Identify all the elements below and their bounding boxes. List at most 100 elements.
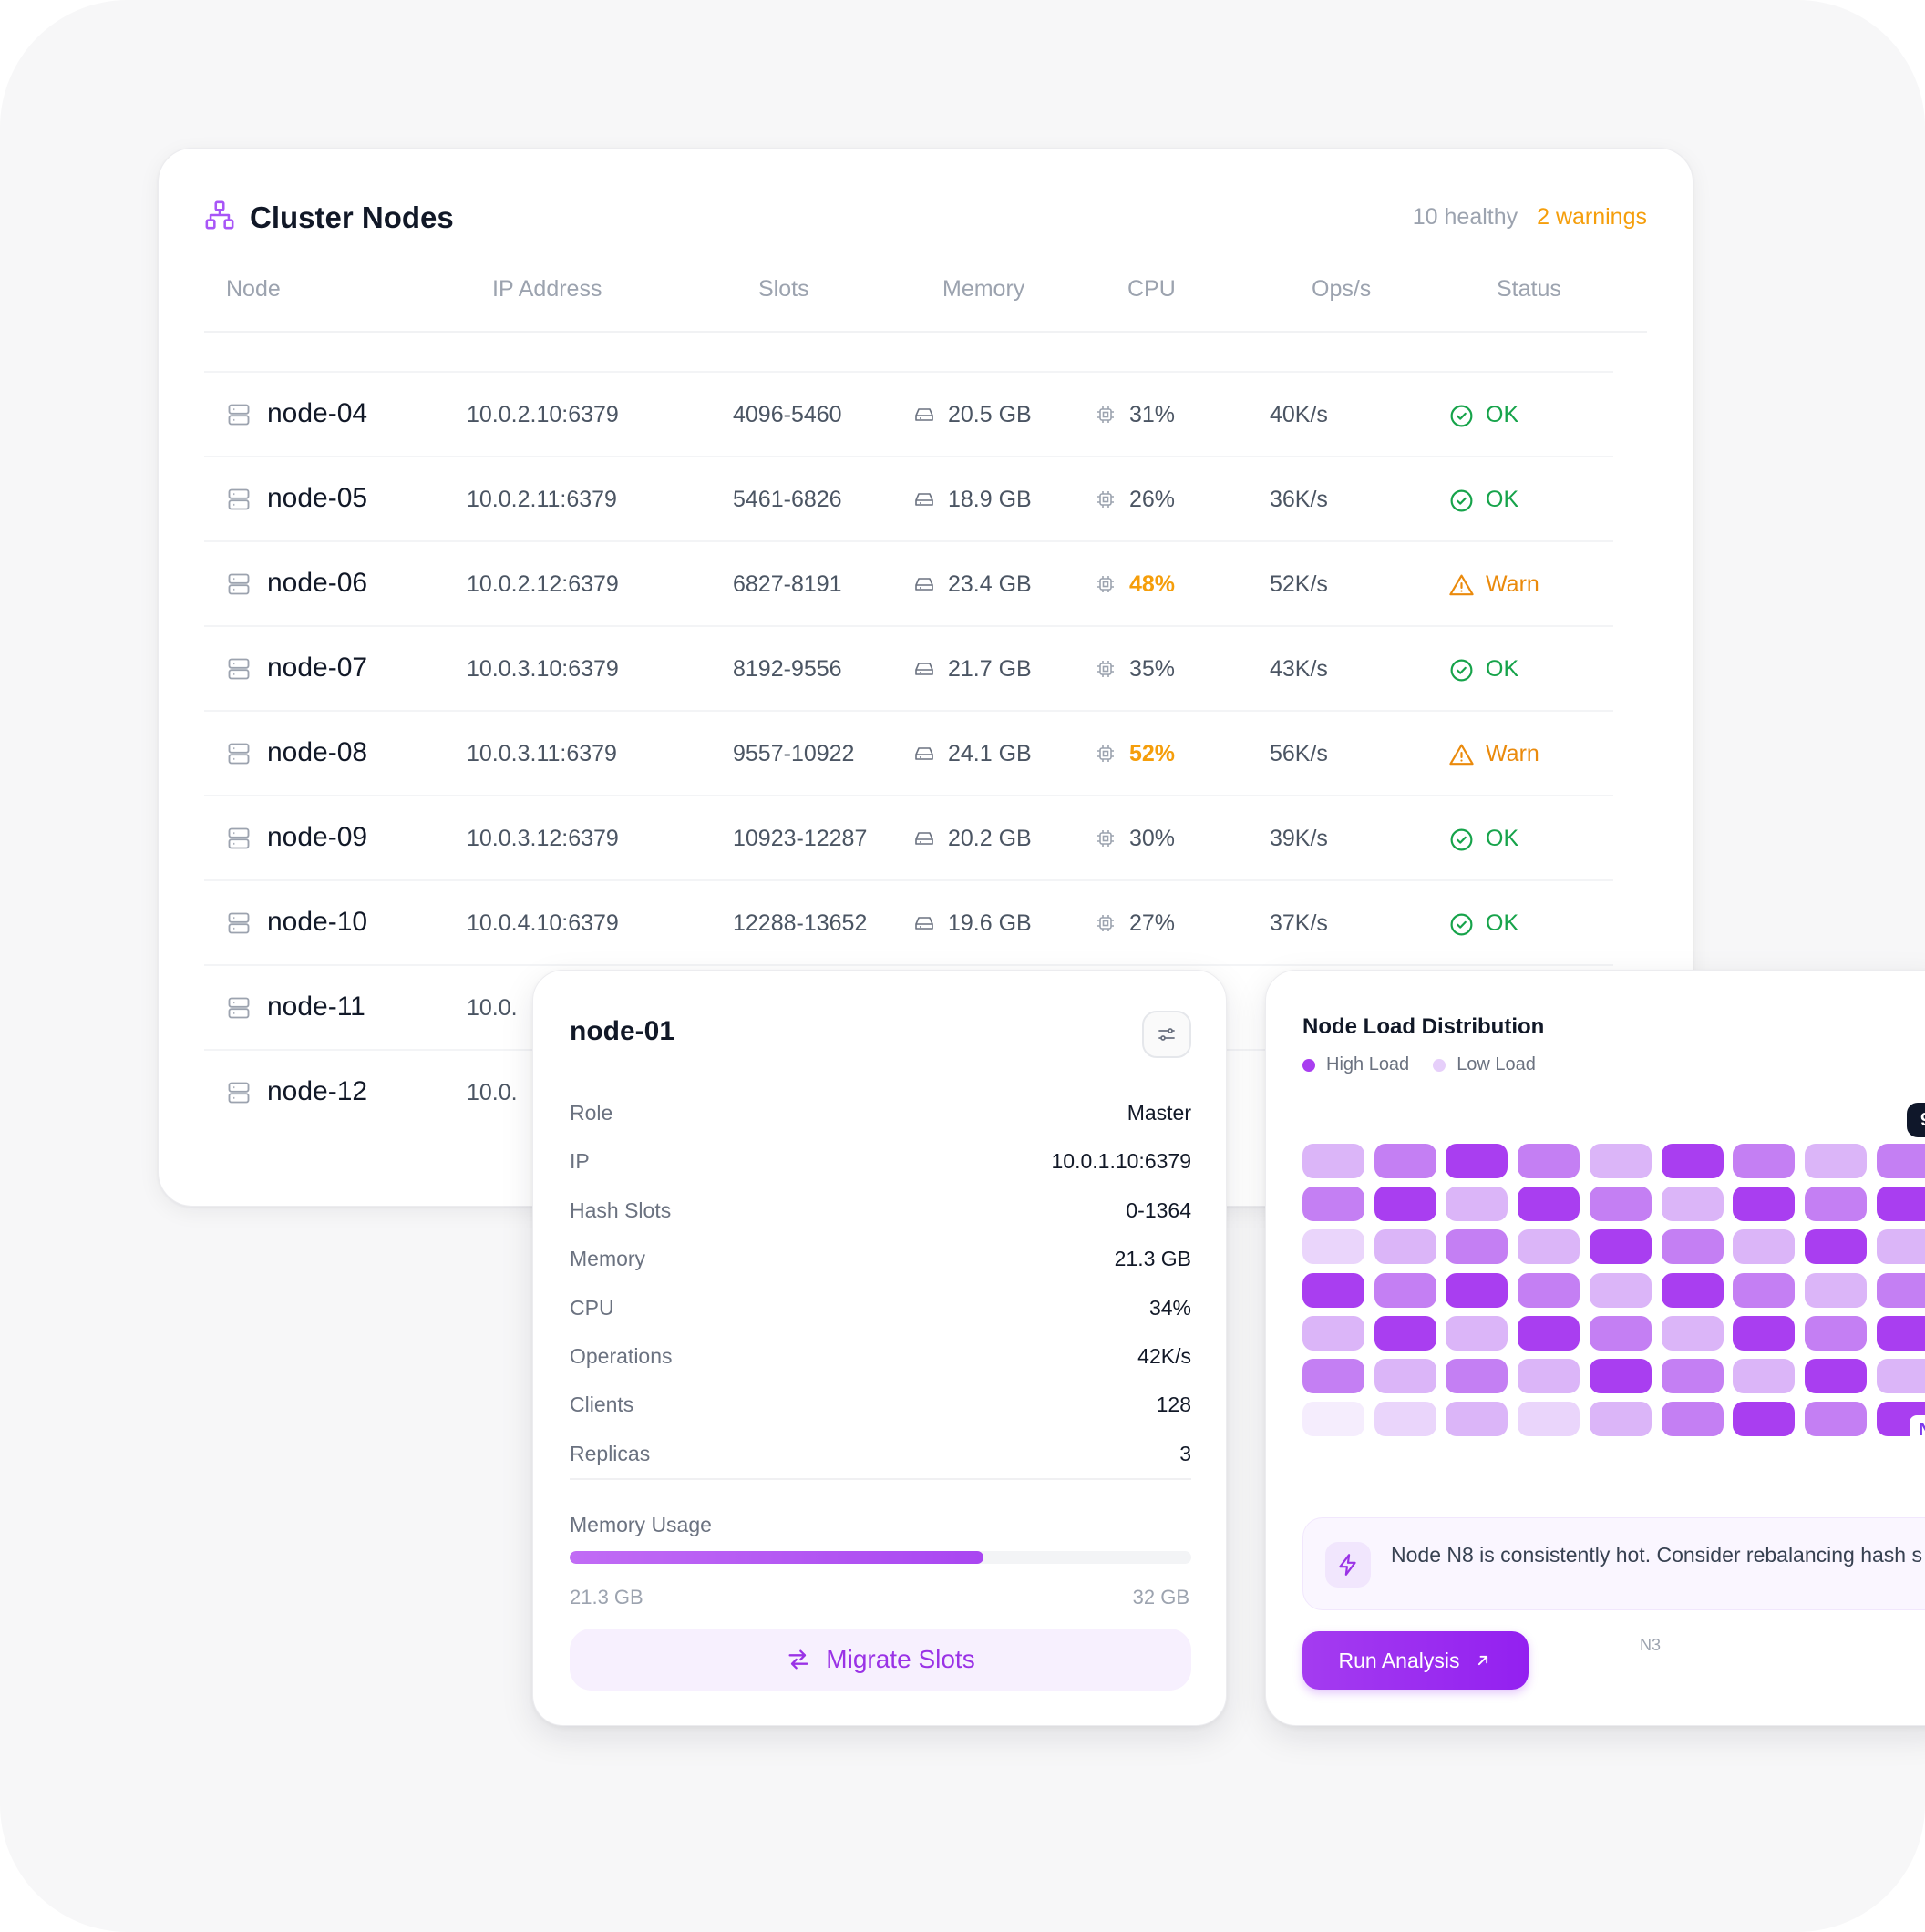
settings-button[interactable] xyxy=(1142,1011,1191,1058)
column-header-cpu[interactable]: CPU xyxy=(1127,276,1176,302)
node-name[interactable]: node-08 xyxy=(226,737,367,768)
table-row[interactable]: node-06 10.0.2.12:6379 6827-8191 23.4 GB 48%… xyxy=(204,540,1613,625)
column-header-ops[interactable]: Ops/s xyxy=(1312,276,1372,302)
node-cpu-text: 30% xyxy=(1129,826,1176,851)
heatmap-cell[interactable] xyxy=(1589,1229,1652,1265)
heatmap-cell[interactable] xyxy=(1661,1402,1724,1437)
heatmap-cell[interactable] xyxy=(1876,1187,1925,1222)
heatmap-cell[interactable] xyxy=(1302,1402,1364,1437)
heatmap-cell[interactable] xyxy=(1589,1402,1652,1437)
heatmap-cell[interactable] xyxy=(1589,1315,1652,1351)
table-row[interactable]: node-09 10.0.3.12:6379 10923-12287 20.2 GB 3… xyxy=(204,795,1613,879)
heatmap-cell[interactable] xyxy=(1302,1187,1364,1222)
cell-tag: N xyxy=(1910,1415,1925,1444)
heatmap-cell[interactable] xyxy=(1876,1229,1925,1265)
heatmap-cell[interactable] xyxy=(1518,1315,1580,1351)
heatmap-cell[interactable] xyxy=(1374,1229,1436,1265)
warnings-count[interactable]: 2 warnings xyxy=(1537,204,1647,230)
heatmap-cell[interactable] xyxy=(1302,1315,1364,1351)
sliders-icon xyxy=(1158,1028,1175,1041)
heatmap-cell[interactable] xyxy=(1804,1144,1867,1178)
drive-icon xyxy=(915,832,933,845)
load-legend: High Load Low Load xyxy=(1302,1054,1536,1075)
heatmap-cell[interactable] xyxy=(1589,1187,1652,1222)
heatmap-cell[interactable] xyxy=(1733,1187,1796,1222)
heatmap-cell[interactable] xyxy=(1804,1402,1867,1437)
node-memory-text: 24.1 GB xyxy=(948,741,1032,766)
heatmap-cell[interactable] xyxy=(1589,1359,1652,1393)
heatmap-cell[interactable] xyxy=(1302,1144,1364,1178)
node-name[interactable]: node-12 xyxy=(226,1076,367,1107)
server-icon xyxy=(228,658,250,680)
table-row[interactable]: node-07 10.0.3.10:6379 8192-9556 21.7 GB 35%… xyxy=(204,625,1613,710)
heatmap-cell[interactable] xyxy=(1302,1229,1364,1265)
heatmap-cell[interactable] xyxy=(1446,1272,1508,1308)
node-name[interactable]: node-06 xyxy=(226,568,367,599)
heatmap-cell[interactable] xyxy=(1374,1402,1436,1437)
heatmap-cell[interactable] xyxy=(1804,1229,1867,1265)
node-name-text: node-07 xyxy=(267,653,368,683)
heatmap-cell[interactable] xyxy=(1804,1187,1867,1222)
node-name[interactable]: node-04 xyxy=(226,398,367,429)
column-header-status[interactable]: Status xyxy=(1497,276,1561,302)
heatmap-cell[interactable] xyxy=(1661,1315,1724,1351)
heatmap-cell[interactable] xyxy=(1733,1359,1796,1393)
heatmap-cell[interactable] xyxy=(1589,1272,1652,1308)
heatmap-cell[interactable] xyxy=(1876,1144,1925,1178)
heatmap-cell[interactable] xyxy=(1302,1272,1364,1308)
heatmap-cell[interactable] xyxy=(1446,1187,1508,1222)
node-name[interactable]: node-10 xyxy=(226,907,367,938)
heatmap-cell[interactable] xyxy=(1876,1272,1925,1308)
table-row[interactable]: node-10 10.0.4.10:6379 12288-13652 19.6 GB 2… xyxy=(204,879,1613,964)
table-row[interactable]: node-08 10.0.3.11:6379 9557-10922 24.1 GB 52… xyxy=(204,710,1613,795)
drive-icon xyxy=(915,747,933,760)
heatmap-cell[interactable] xyxy=(1589,1144,1652,1178)
heatmap-cell[interactable] xyxy=(1733,1315,1796,1351)
heatmap-cell[interactable] xyxy=(1374,1144,1436,1178)
heatmap-cell[interactable] xyxy=(1804,1359,1867,1393)
heatmap-cell[interactable] xyxy=(1374,1359,1436,1393)
heatmap-cell[interactable] xyxy=(1518,1229,1580,1265)
run-analysis-button[interactable]: Run Analysis xyxy=(1302,1631,1529,1690)
heatmap-cell[interactable] xyxy=(1733,1272,1796,1308)
heatmap-cell[interactable] xyxy=(1374,1315,1436,1351)
heatmap-cell[interactable] xyxy=(1374,1272,1436,1308)
heatmap-cell[interactable] xyxy=(1876,1359,1925,1393)
table-row[interactable]: node-04 10.0.2.10:6379 4096-5460 20.5 GB 31%… xyxy=(204,371,1613,456)
heatmap-cell[interactable] xyxy=(1733,1144,1796,1178)
node-name[interactable]: node-05 xyxy=(226,483,367,514)
heatmap-cell[interactable] xyxy=(1446,1402,1508,1437)
table-row[interactable]: node-05 10.0.2.11:6379 5461-6826 18.9 GB 26%… xyxy=(204,456,1613,540)
heatmap-cell[interactable] xyxy=(1733,1229,1796,1265)
heatmap-cell[interactable] xyxy=(1446,1359,1508,1393)
heatmap-cell[interactable] xyxy=(1302,1359,1364,1393)
heatmap-cell[interactable] xyxy=(1733,1402,1796,1437)
heatmap-cell[interactable] xyxy=(1518,1187,1580,1222)
heatmap-cell[interactable] xyxy=(1661,1187,1724,1222)
heatmap-cell[interactable] xyxy=(1876,1315,1925,1351)
heatmap-cell[interactable] xyxy=(1661,1272,1724,1308)
heatmap-cell[interactable] xyxy=(1518,1359,1580,1393)
column-header-node[interactable]: Node xyxy=(226,276,281,302)
heatmap-cell[interactable] xyxy=(1374,1187,1436,1222)
node-memory: 24.1 GB xyxy=(913,741,1032,767)
node-name[interactable]: node-09 xyxy=(226,822,367,853)
heatmap-cell[interactable] xyxy=(1661,1359,1724,1393)
heatmap-cell[interactable] xyxy=(1518,1402,1580,1437)
node-name[interactable]: node-07 xyxy=(226,653,367,683)
column-header-ip[interactable]: IP Address xyxy=(492,276,602,302)
heatmap-cell[interactable] xyxy=(1804,1315,1867,1351)
heatmap-cell[interactable] xyxy=(1518,1144,1580,1178)
heatmap-cell[interactable] xyxy=(1446,1315,1508,1351)
heatmap-cell[interactable] xyxy=(1446,1144,1508,1178)
heatmap-cell[interactable] xyxy=(1661,1229,1724,1265)
column-header-memory[interactable]: Memory xyxy=(942,276,1025,302)
heatmap-cell[interactable] xyxy=(1661,1144,1724,1178)
column-header-slots[interactable]: Slots xyxy=(758,276,809,302)
heatmap-cell[interactable] xyxy=(1804,1272,1867,1308)
heatmap-cell[interactable] xyxy=(1518,1272,1580,1308)
node-name[interactable]: node-11 xyxy=(226,992,365,1023)
heatmap-cell[interactable] xyxy=(1446,1229,1508,1265)
table-row[interactable]: node-11 10.0. xyxy=(204,964,1613,1049)
migrate-slots-button[interactable]: Migrate Slots xyxy=(570,1629,1191,1690)
